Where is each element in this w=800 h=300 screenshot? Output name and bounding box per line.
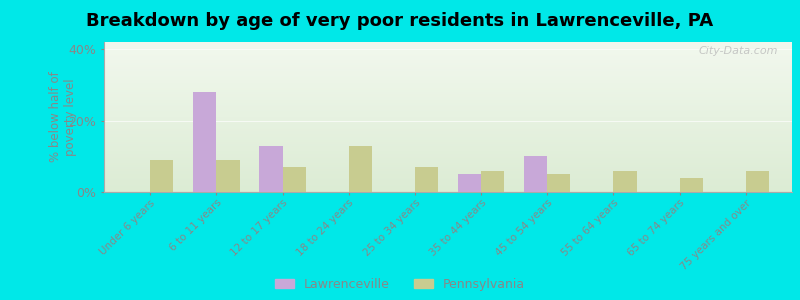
Bar xyxy=(415,167,438,192)
Bar xyxy=(679,178,702,192)
Y-axis label: % below half of
poverty level: % below half of poverty level xyxy=(49,72,77,162)
Text: City-Data.com: City-Data.com xyxy=(698,46,778,56)
Bar xyxy=(150,160,174,192)
Bar xyxy=(746,171,769,192)
Bar xyxy=(282,167,306,192)
Bar xyxy=(547,174,570,192)
Bar xyxy=(614,171,637,192)
Bar xyxy=(217,160,240,192)
Text: Breakdown by age of very poor residents in Lawrenceville, PA: Breakdown by age of very poor residents … xyxy=(86,12,714,30)
Bar xyxy=(259,146,282,192)
Bar xyxy=(458,174,481,192)
Bar xyxy=(194,92,217,192)
Bar xyxy=(524,156,547,192)
Bar xyxy=(349,146,372,192)
Legend: Lawrenceville, Pennsylvania: Lawrenceville, Pennsylvania xyxy=(274,278,526,291)
Bar xyxy=(481,171,504,192)
